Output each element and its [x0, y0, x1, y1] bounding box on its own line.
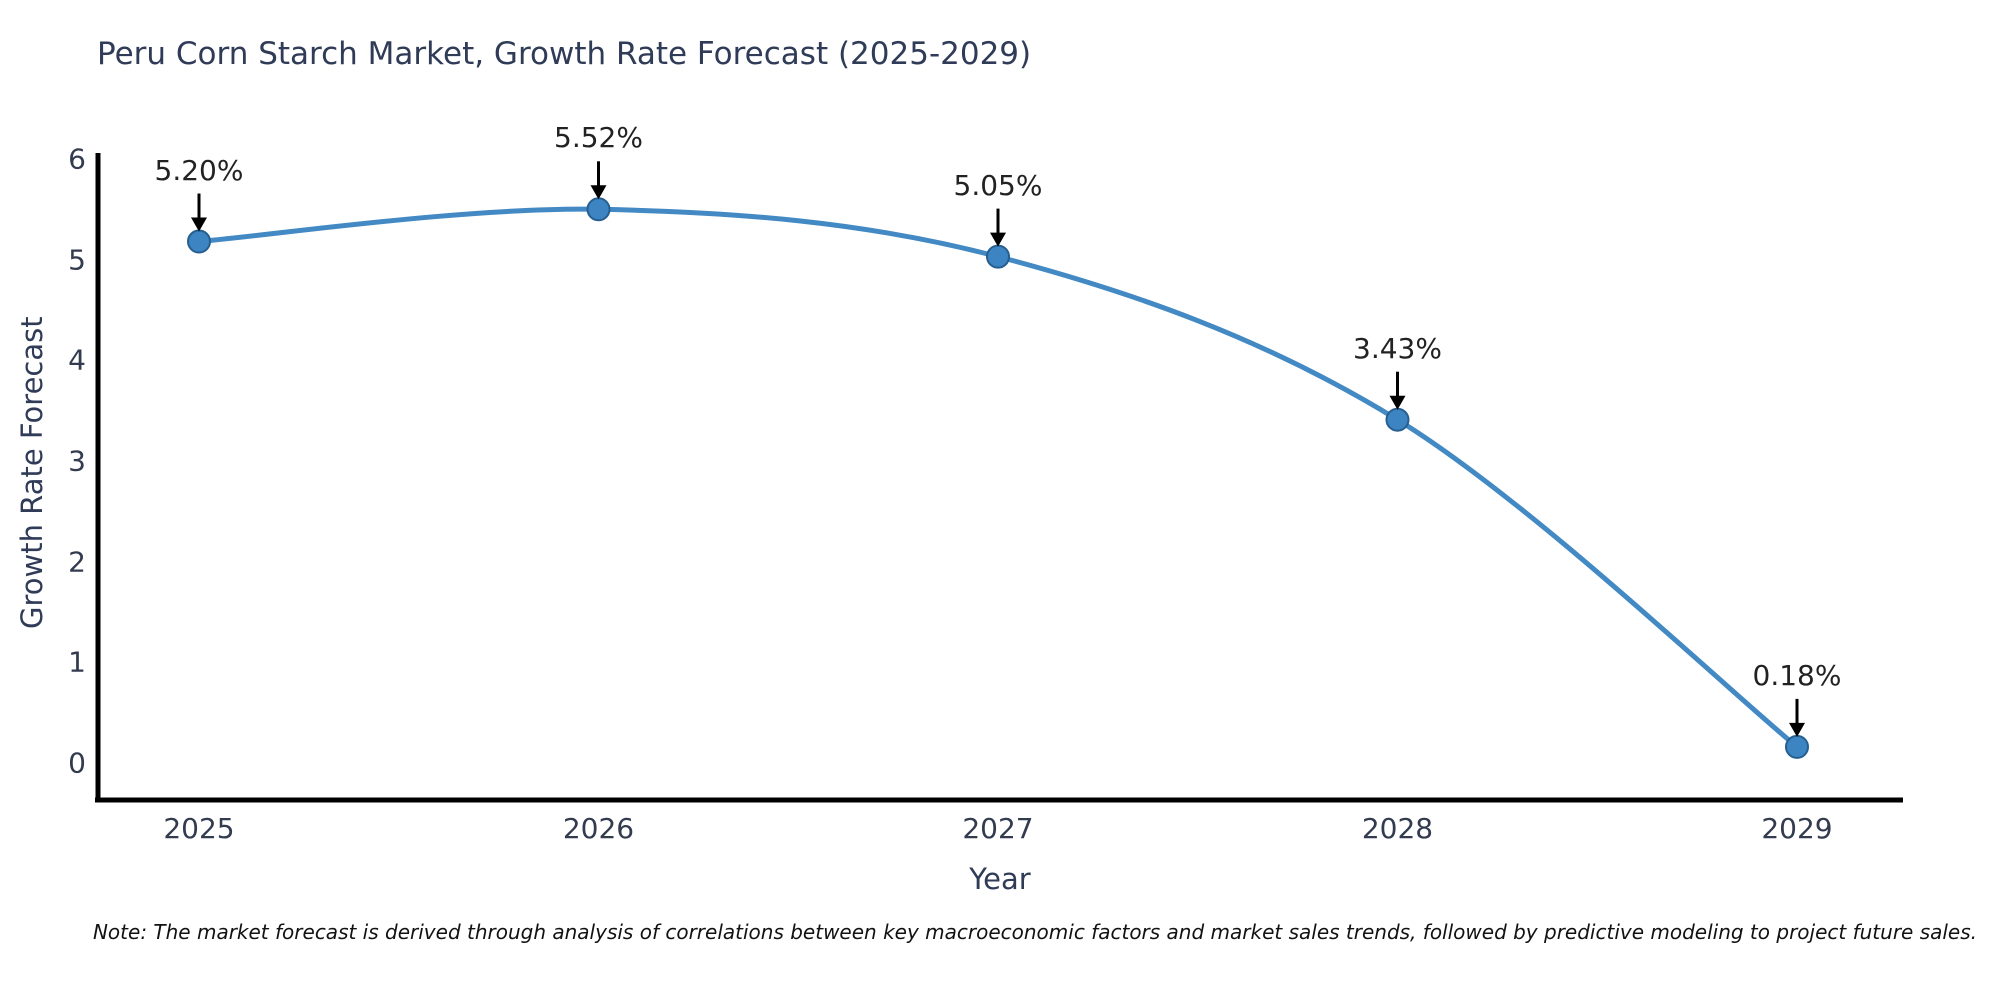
annotation-arrow-head — [1789, 722, 1805, 737]
y-tick-5: 5 — [68, 243, 86, 277]
data-point-2026 — [586, 197, 611, 222]
footnote: Note: The market forecast is derived thr… — [92, 920, 1978, 944]
y-tick-4: 4 — [68, 343, 86, 377]
point-label-2028: 3.43% — [1353, 331, 1442, 365]
x-tick-2028: 2028 — [1361, 812, 1434, 845]
annotation-arrow-head — [1389, 395, 1406, 410]
data-point-2025 — [187, 229, 211, 254]
x-tick-2025: 2025 — [163, 812, 235, 845]
data-point-2029 — [1785, 734, 1809, 759]
point-label-2029: 0.18% — [1752, 658, 1842, 692]
forecast-line — [198, 206, 1799, 749]
annotation-arrow-head — [590, 185, 607, 200]
y-tick-1: 1 — [68, 645, 86, 679]
y-tick-0: 0 — [68, 746, 86, 780]
x-axis-label: Year — [969, 862, 1031, 896]
chart-title: Peru Corn Starch Market, Growth Rate For… — [97, 36, 1032, 72]
data-point-2027 — [986, 244, 1010, 269]
y-tick-3: 3 — [68, 444, 86, 478]
y-tick-2: 2 — [68, 545, 86, 579]
x-tick-2027: 2027 — [962, 812, 1034, 845]
x-tick-2026: 2026 — [562, 812, 635, 845]
x-tick-2029: 2029 — [1761, 812, 1833, 845]
point-label-2027: 5.05% — [953, 168, 1043, 202]
y-tick-6: 6 — [68, 142, 86, 176]
data-point-2028 — [1385, 407, 1410, 432]
annotation-arrow-head — [191, 217, 207, 232]
point-label-2026: 5.52% — [554, 121, 643, 155]
annotation-arrow-head — [990, 232, 1006, 247]
point-label-2025: 5.20% — [154, 153, 244, 187]
